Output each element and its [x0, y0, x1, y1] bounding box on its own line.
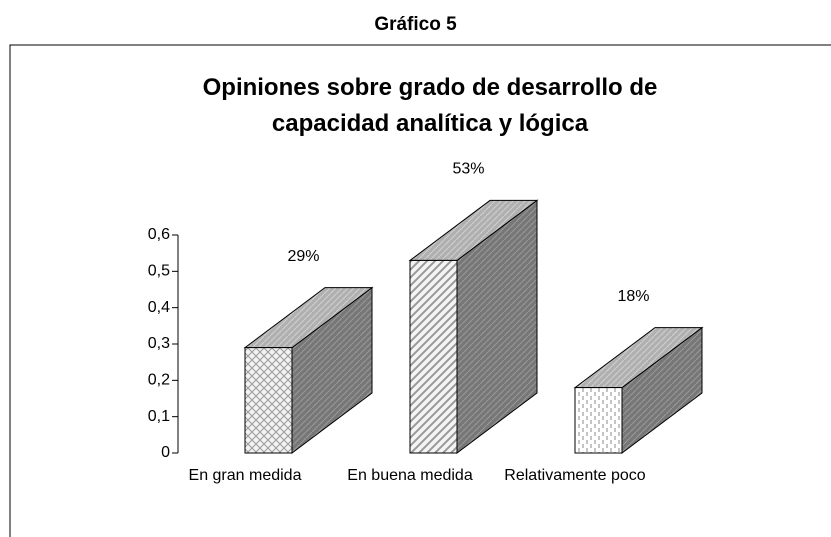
- bar: [409, 259, 458, 454]
- x-tick-label: En gran medida: [188, 467, 302, 484]
- y-tick-label: 0,1: [148, 408, 170, 425]
- value-label: 53%: [452, 161, 484, 178]
- y-tick-label: 0,3: [148, 335, 170, 352]
- x-tick-label: Relativamente poco: [504, 467, 646, 484]
- y-tick-label: 0,4: [148, 299, 170, 316]
- x-tick-label: En buena medida: [347, 467, 473, 484]
- y-tick-label: 0,5: [148, 263, 170, 280]
- bar: [574, 387, 623, 454]
- y-tick-label: 0: [161, 444, 170, 461]
- chart-title: Opiniones sobre grado de desarrollo de c…: [202, 74, 658, 137]
- page-header: Gráfico 5: [374, 14, 457, 35]
- value-label: 29%: [287, 248, 319, 265]
- bar: [244, 347, 293, 454]
- frame: [9, 44, 831, 537]
- y-tick-label: 0,2: [148, 372, 170, 389]
- value-label: 18%: [617, 288, 649, 305]
- y-tick-label: 0,6: [148, 226, 170, 243]
